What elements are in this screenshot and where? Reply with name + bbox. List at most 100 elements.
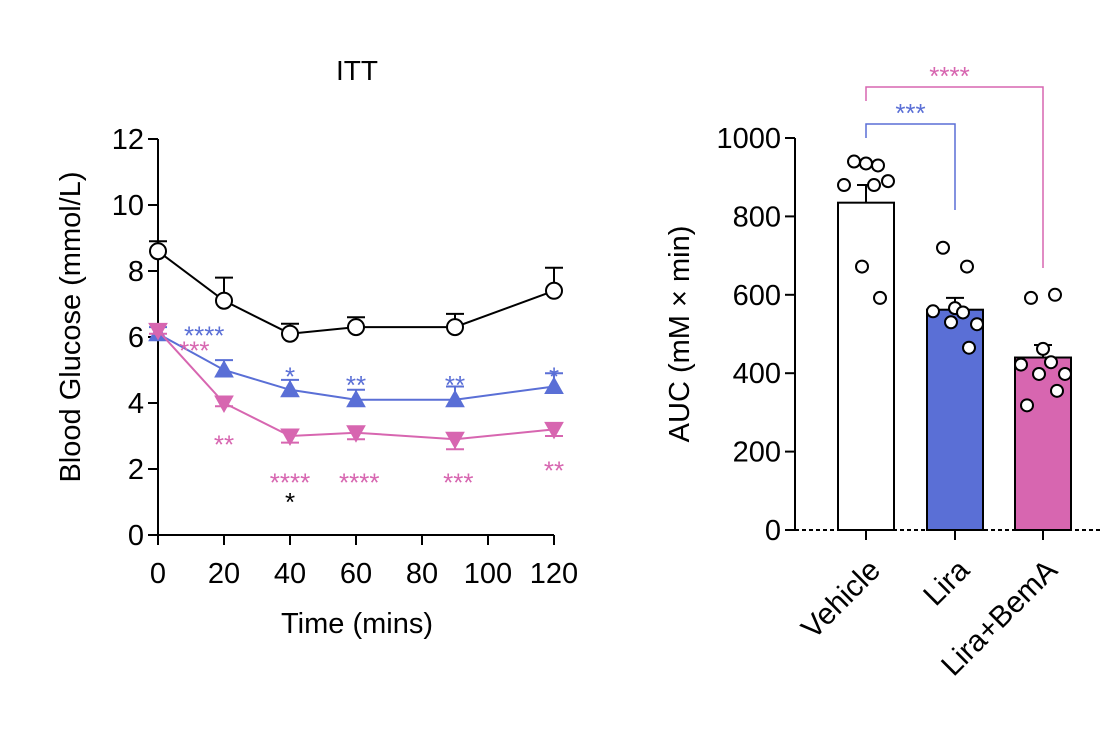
itt-series-line <box>157 329 555 441</box>
itt-data-point <box>148 322 168 341</box>
auc-y-tick-label: 0 <box>765 515 781 547</box>
itt-significance-label: * <box>285 487 295 517</box>
itt-data-point <box>445 389 465 408</box>
auc-data-point <box>847 154 861 169</box>
itt-data-point <box>149 242 167 261</box>
itt-data-point <box>544 421 564 440</box>
auc-y-tick-label: 1000 <box>716 123 781 155</box>
itt-y-tick-label: 12 <box>112 124 144 156</box>
itt-significance-label: ** <box>346 370 366 400</box>
auc-bar <box>926 308 984 532</box>
auc-data-point <box>873 290 887 305</box>
itt-x-tick-label: 0 <box>150 558 166 590</box>
auc-y-tick-label: 600 <box>733 280 781 312</box>
itt-y-tick-label: 10 <box>112 190 144 222</box>
auc-y-tick-label: 200 <box>733 437 781 469</box>
itt-y-tick-label: 8 <box>128 256 144 288</box>
itt-data-point <box>346 389 366 408</box>
auc-y-tick-label: 800 <box>733 201 781 233</box>
auc-data-point <box>1036 341 1050 356</box>
itt-series-line <box>157 332 555 401</box>
auc-data-point <box>1050 383 1064 398</box>
itt-significance-label: *** <box>179 335 209 365</box>
itt-y-tick-label: 0 <box>128 520 144 552</box>
auc-bar-group-lira: Lira <box>917 240 984 612</box>
auc-data-point <box>962 340 976 355</box>
itt-significance-label: * <box>549 362 559 392</box>
itt-data-point <box>281 324 299 343</box>
auc-y-tick-label: 400 <box>733 358 781 390</box>
auc-data-point <box>859 156 873 171</box>
auc-data-point <box>1044 355 1058 370</box>
itt-data-point <box>545 281 563 300</box>
auc-data-point <box>837 178 851 193</box>
itt-data-point <box>544 376 564 394</box>
itt-series-vehicle <box>149 240 563 343</box>
auc-data-point <box>871 158 885 173</box>
auc-data-point <box>855 259 869 274</box>
itt-data-point <box>215 291 233 310</box>
itt-y-tick-label: 4 <box>128 388 144 420</box>
auc-category-label: Vehicle <box>795 554 887 646</box>
itt-chart-title: ITT <box>336 55 378 86</box>
auc-comparison-label: **** <box>929 61 969 91</box>
auc-data-point <box>936 240 950 255</box>
auc-data-point <box>1058 366 1072 381</box>
itt-x-axis-label: Time (mins) <box>281 608 433 640</box>
itt-data-point <box>347 318 365 337</box>
itt-y-tick-label: 6 <box>128 322 144 354</box>
itt-x-tick-label: 80 <box>406 558 438 590</box>
itt-series-lira-bema <box>148 322 564 451</box>
itt-significance-label: **** <box>270 467 310 497</box>
itt-data-point <box>214 359 234 378</box>
auc-category-label: Lira <box>917 553 976 612</box>
itt-significance-label: **** <box>339 467 379 497</box>
auc-y-axis-label: AUC (mM × min) <box>664 226 696 443</box>
itt-significance-label: ** <box>445 370 465 400</box>
auc-data-point <box>956 305 970 320</box>
itt-significance-label: ** <box>214 429 234 459</box>
itt-significance-label: ** <box>544 456 564 486</box>
auc-data-point <box>1048 287 1062 302</box>
itt-series-line <box>157 250 555 335</box>
itt-x-tick-label: 100 <box>464 558 512 590</box>
itt-data-point <box>446 318 464 337</box>
auc-data-point <box>970 317 984 332</box>
itt-data-point <box>346 425 366 443</box>
auc-data-point <box>926 304 940 319</box>
itt-data-point <box>280 428 300 447</box>
auc-bar-group-vehicle: Vehicle <box>795 154 895 646</box>
itt-y-tick-label: 2 <box>128 454 144 486</box>
itt-data-point <box>445 431 465 450</box>
auc-data-point <box>881 174 895 189</box>
auc-bar <box>837 201 895 531</box>
itt-significance-label: *** <box>443 467 473 497</box>
auc-data-point <box>944 315 958 330</box>
itt-significance-label: **** <box>184 320 224 350</box>
itt-data-point <box>214 395 234 414</box>
auc-data-point <box>960 259 974 274</box>
auc-comparison-label: *** <box>895 98 925 128</box>
itt-data-point <box>280 379 300 398</box>
auc-data-point <box>1032 366 1046 381</box>
auc-significance-brackets: ******* <box>865 61 1044 268</box>
itt-x-tick-label: 120 <box>530 558 578 590</box>
itt-significance-label: * <box>285 362 295 392</box>
itt-x-tick-label: 40 <box>274 558 306 590</box>
auc-bar <box>1014 356 1072 531</box>
auc-data-point <box>867 178 881 193</box>
itt-x-tick-label: 20 <box>208 558 240 590</box>
itt-x-tick-label: 60 <box>340 558 372 590</box>
itt-series <box>148 240 564 451</box>
itt-y-axis-label: Blood Glucose (mmol/L) <box>55 171 87 482</box>
auc-data-point <box>1014 357 1028 372</box>
auc-comparison-bracket <box>865 123 956 210</box>
auc-comparison-bracket <box>865 86 1044 268</box>
auc-data-point <box>1024 290 1038 305</box>
auc-data-point <box>1020 398 1034 413</box>
